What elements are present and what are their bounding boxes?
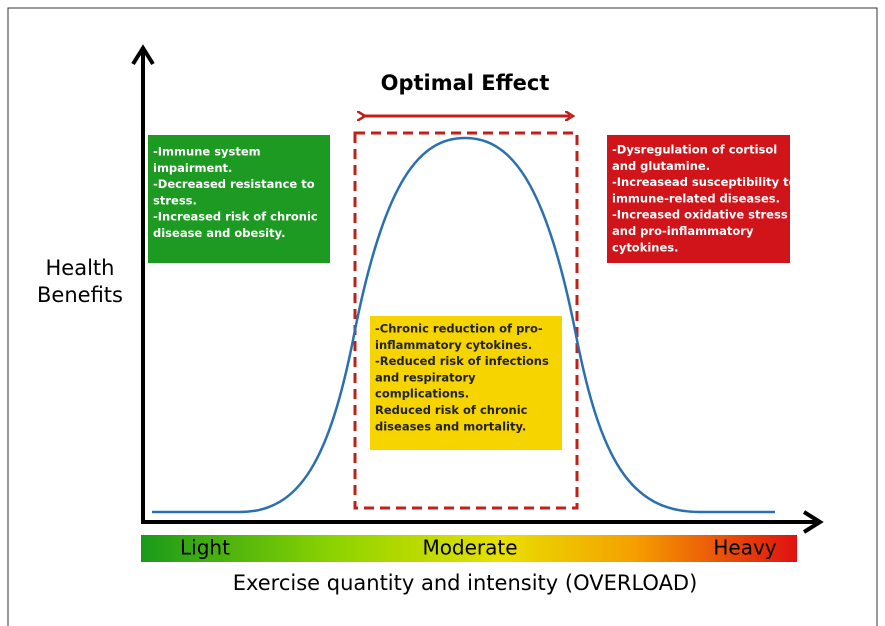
box-line: Reduced risk of chronic bbox=[375, 403, 528, 417]
green-box bbox=[148, 135, 330, 263]
box-line: inflammatory cytokines. bbox=[375, 338, 532, 352]
curve bbox=[152, 136, 775, 514]
box-line: -Dysregulation of cortisol bbox=[612, 143, 777, 157]
box-line: -Increased risk of chronic bbox=[153, 210, 318, 224]
red-box bbox=[607, 135, 790, 263]
box-line: -Increasead susceptibility to bbox=[612, 175, 797, 189]
intensity-bar bbox=[141, 535, 797, 562]
x-arrow bbox=[802, 510, 824, 534]
box-line: diseases and mortality. bbox=[375, 419, 526, 433]
box-line: impairment. bbox=[153, 161, 232, 175]
box-line: and glutamine. bbox=[612, 159, 710, 173]
scale-label: Heavy bbox=[713, 536, 776, 560]
box-line: -Chronic reduction of pro- bbox=[375, 322, 543, 336]
box-line: -Increased oxidative stress bbox=[612, 208, 788, 222]
box-line: complications. bbox=[375, 387, 469, 401]
box-line: stress. bbox=[153, 193, 197, 207]
box-text: -Dysregulation of cortisol and glutamine.… bbox=[612, 143, 797, 255]
box-line: -Reduced risk of infections bbox=[375, 354, 549, 368]
scale-label: Light bbox=[180, 536, 230, 560]
box-line: and pro-inflammatory bbox=[612, 224, 754, 238]
box-line: -Decreased resistance to bbox=[153, 177, 315, 191]
box-line: cytokines. bbox=[612, 240, 679, 254]
box-line: and respiratory bbox=[375, 370, 476, 384]
y-label: Benefits bbox=[37, 283, 123, 307]
title: Optimal Effect bbox=[381, 71, 550, 95]
box-text: -Immune system impairment. -Decreased resi… bbox=[153, 145, 318, 241]
x-label: Exercise quantity and intensity (OVERLOA… bbox=[233, 571, 698, 595]
y-arrow bbox=[131, 44, 155, 66]
box-line: immune-related diseases. bbox=[612, 191, 780, 205]
scale-label: Moderate bbox=[422, 536, 517, 560]
optimal-zone bbox=[353, 131, 579, 510]
frame bbox=[7, 7, 878, 626]
y-label: Health bbox=[46, 256, 115, 280]
yellow-box bbox=[370, 316, 562, 450]
box-line: disease and obesity. bbox=[153, 226, 285, 240]
box-line: -Immune system bbox=[153, 145, 261, 159]
box-text: -Chronic reduction of pro-inflammatory c… bbox=[375, 322, 549, 434]
